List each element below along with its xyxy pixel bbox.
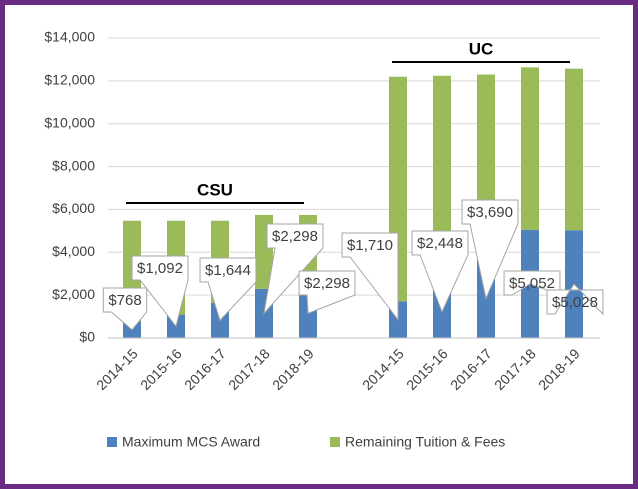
callout-box: [461, 199, 519, 301]
x-tick-label: 2017-18: [491, 345, 539, 393]
data-label: $5,052: [509, 275, 555, 292]
x-tick-label: 2016-17: [447, 345, 495, 393]
callout-box: [546, 283, 604, 316]
callout-box: [298, 270, 356, 315]
callout-box: [503, 270, 561, 296]
y-tick-label: $14,000: [44, 29, 95, 45]
x-tick-label: 2017-18: [225, 345, 273, 393]
y-tick-label: $12,000: [44, 72, 95, 88]
callout-box: [411, 230, 469, 314]
data-label: $2,298: [304, 275, 350, 292]
y-tick-label: $0: [79, 329, 95, 345]
y-tick-label: $2,000: [52, 286, 95, 302]
x-tick-label: 2016-17: [181, 345, 229, 393]
y-tick-label: $4,000: [52, 243, 95, 259]
data-label: $5,028: [552, 294, 598, 311]
x-tick-label: 2018-19: [269, 345, 317, 393]
data-label: $2,448: [417, 235, 463, 252]
x-tick-label: 2015-16: [403, 345, 451, 393]
bar-segment: [565, 68, 583, 231]
bar-segment: [521, 67, 539, 230]
legend-label: Remaining Tuition & Fees: [345, 434, 505, 450]
callout-box: [341, 232, 399, 322]
legend-swatch: [330, 437, 340, 447]
callout-box: [263, 223, 324, 315]
x-tick-label: 2015-16: [137, 345, 185, 393]
data-label: $3,690: [467, 204, 513, 221]
data-label: $1,710: [347, 237, 393, 254]
group-label: UC: [469, 39, 494, 58]
x-tick-label: 2014-15: [93, 345, 141, 393]
group-label: CSU: [197, 180, 233, 199]
callout-box: [131, 255, 189, 328]
data-label: $2,298: [272, 228, 318, 245]
data-label: $1,092: [137, 260, 183, 277]
data-label: $768: [108, 292, 141, 309]
legend-swatch: [107, 437, 117, 447]
y-tick-label: $6,000: [52, 200, 95, 216]
y-tick-label: $8,000: [52, 157, 95, 173]
y-tick-label: $10,000: [44, 114, 95, 130]
legend-label: Maximum MCS Award: [122, 434, 260, 450]
x-tick-label: 2018-19: [535, 345, 583, 393]
data-label: $1,644: [205, 262, 251, 279]
callout-box: [199, 257, 257, 322]
x-tick-label: 2014-15: [359, 345, 407, 393]
